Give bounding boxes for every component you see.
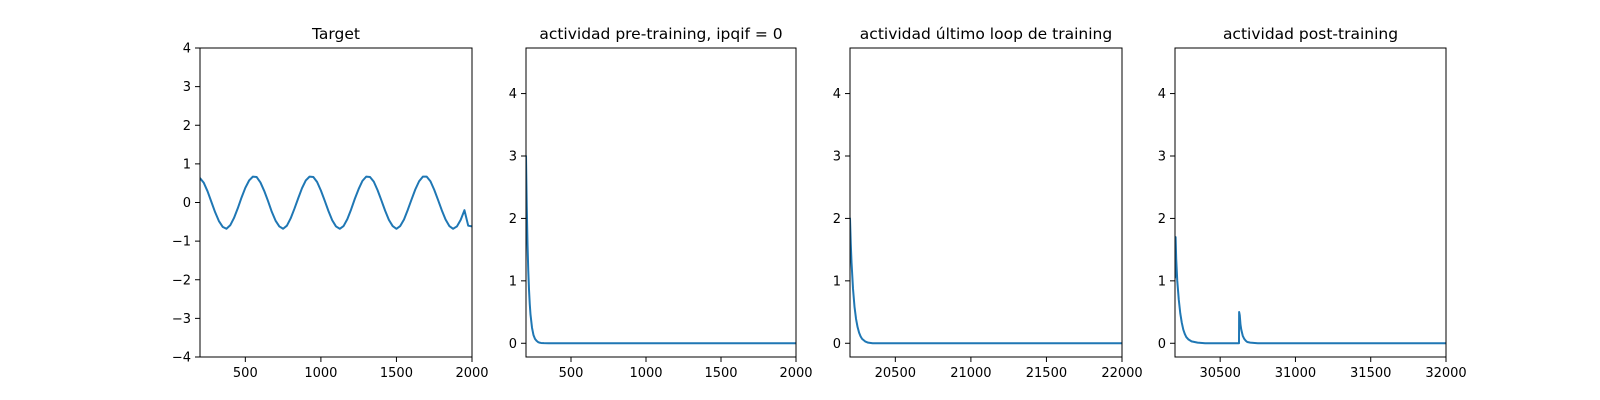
x-tick-label: 1500	[704, 366, 737, 381]
axes-frame	[1174, 47, 1447, 358]
x-tick-label: 1500	[380, 366, 413, 381]
y-tick-label: 2	[509, 212, 517, 227]
x-tick-label: 32000	[1425, 366, 1466, 381]
chart-title: actividad pre-training, ipqif = 0	[539, 25, 782, 43]
y-tick-label: 1	[183, 157, 191, 172]
axes-frame	[525, 47, 797, 358]
y-tick-label: 1	[833, 274, 841, 289]
y-tick-label: 0	[1158, 337, 1166, 352]
series-line-1	[850, 217, 1122, 345]
x-tick-label: 2000	[779, 366, 812, 381]
x-tick-label: 22000	[1101, 366, 1142, 381]
y-tick-label: 1	[509, 274, 517, 289]
subplot-1: Target 500 1000 1500 2000 −4 −3 −2 −1 0 1 2 3 4	[172, 25, 489, 381]
series-line-1	[526, 154, 796, 345]
y-tick-label: −3	[172, 312, 191, 327]
x-tick-label: 1000	[629, 366, 662, 381]
y-tick-label: 4	[509, 87, 517, 102]
series-line-1	[1175, 236, 1446, 345]
y-tick-label: 4	[183, 42, 191, 57]
y-tick-label: 3	[833, 149, 841, 164]
chart-title: Target	[311, 25, 360, 43]
x-tick-label: 21000	[950, 366, 991, 381]
y-tick-label: 3	[183, 80, 191, 95]
chart-title: actividad último loop de training	[860, 25, 1112, 43]
subplot-2: actividad pre-training, ipqif = 0 500 1000…	[509, 25, 813, 381]
x-tick-label: 2000	[455, 366, 488, 381]
x-tick-label: 1000	[304, 366, 337, 381]
x-tick-label: 30500	[1199, 366, 1240, 381]
chart-title: actividad post-training	[1223, 25, 1398, 43]
y-tick-label: 2	[833, 212, 841, 227]
y-tick-label: 3	[1158, 149, 1166, 164]
y-tick-label: 0	[509, 337, 517, 352]
y-tick-label: 4	[1158, 87, 1166, 102]
y-tick-label: 2	[183, 119, 191, 134]
y-tick-label: 1	[1158, 274, 1166, 289]
y-tick-label: 0	[833, 337, 841, 352]
x-tick-label: 21500	[1026, 366, 1067, 381]
y-tick-label: −1	[172, 235, 191, 250]
x-tick-label: 500	[559, 366, 584, 381]
series-line-1	[200, 175, 472, 230]
x-tick-label: 31500	[1350, 366, 1391, 381]
x-tick-label: 31000	[1275, 366, 1316, 381]
x-tick-label: 500	[233, 366, 258, 381]
x-tick-label: 20500	[875, 366, 916, 381]
y-tick-label: 3	[509, 149, 517, 164]
axes-frame	[849, 47, 1123, 358]
y-tick-label: −4	[172, 351, 191, 366]
y-tick-label: −2	[172, 273, 191, 288]
y-tick-label: 2	[1158, 212, 1166, 227]
y-tick-label: 0	[183, 196, 191, 211]
y-tick-label: 4	[833, 87, 841, 102]
